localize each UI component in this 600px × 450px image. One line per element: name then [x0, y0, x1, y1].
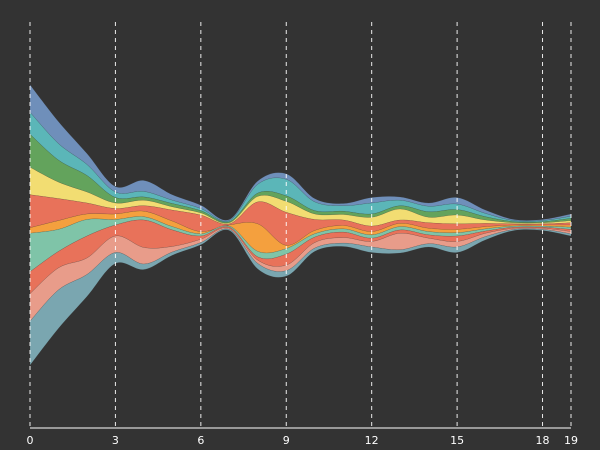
stream-layer-7: [29, 219, 572, 295]
x-tick-label-12: 12: [365, 434, 379, 447]
x-tick-label-18: 18: [536, 434, 550, 447]
x-axis-ticks: 0 3 6 9 12 15 18 19: [27, 434, 579, 447]
x-tick-label-0: 0: [27, 434, 34, 447]
x-tick-label-19: 19: [564, 434, 578, 447]
x-tick-label-9: 9: [283, 434, 290, 447]
x-tick-label-15: 15: [450, 434, 464, 447]
x-tick-label-6: 6: [197, 434, 204, 447]
stream-layers: [29, 84, 572, 366]
x-tick-label-3: 3: [112, 434, 119, 447]
vertical-grid: [29, 22, 572, 428]
stream-layer-6: [29, 216, 572, 273]
